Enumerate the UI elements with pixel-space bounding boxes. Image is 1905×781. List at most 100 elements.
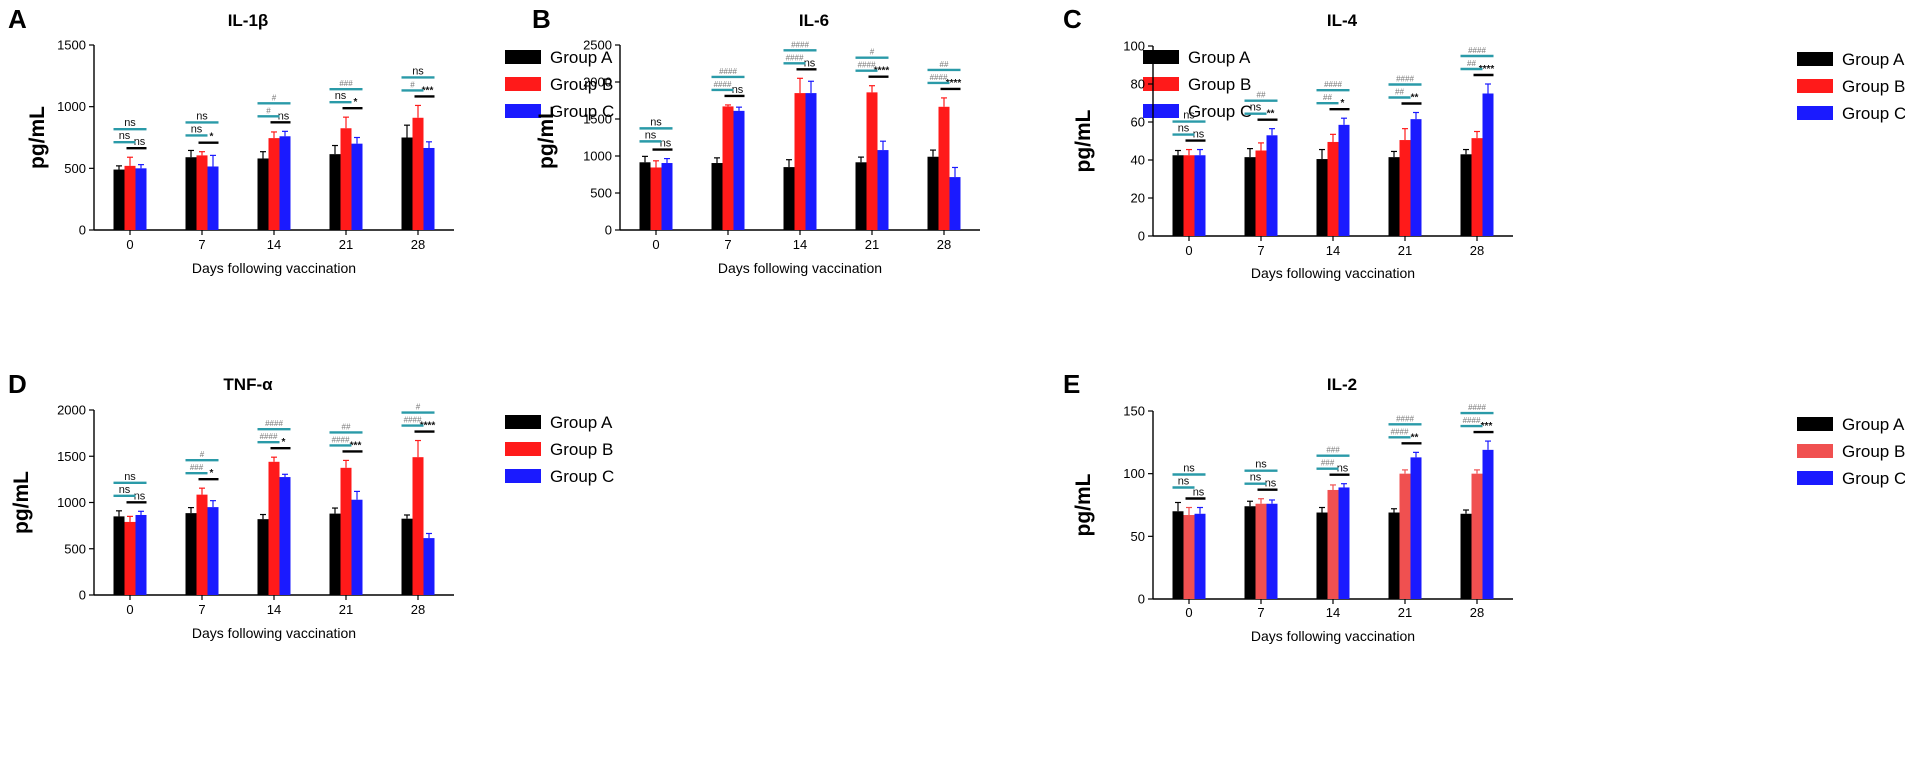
sig-label-b-vs-c: **: [1411, 432, 1419, 443]
y-tick-label: 40: [1131, 153, 1145, 168]
sig-label-a-vs-b: ns: [191, 123, 203, 135]
bar-group-c-day-28: [1482, 93, 1494, 236]
bar-group-a-day-0: [639, 162, 651, 230]
chart-title: IL-2: [1327, 375, 1357, 394]
sig-label-b-vs-c: ns: [732, 84, 744, 96]
legend-label: Group C: [550, 467, 614, 486]
x-tick-label: 21: [1398, 605, 1412, 620]
legend-label: Group C: [1842, 469, 1905, 488]
sig-label-a-vs-b: ns: [119, 130, 131, 142]
bar-group-b-day-21: [340, 467, 352, 595]
y-tick-label: 150: [1123, 404, 1145, 419]
bar-group-a-day-7: [1244, 506, 1256, 599]
x-tick-label: 28: [411, 237, 425, 252]
sig-label-a-vs-c: ns: [1255, 459, 1267, 471]
bar-group-a-day-28: [1460, 513, 1472, 599]
legend-label: Group A: [1842, 50, 1905, 69]
bar-group-a-day-28: [401, 518, 413, 595]
sig-label-b-vs-c: *: [282, 437, 286, 448]
bar-group-a-day-21: [1388, 512, 1400, 599]
bar-group-b-day-0: [124, 521, 136, 595]
legend-label: Group B: [550, 75, 613, 94]
x-tick-label: 0: [126, 237, 133, 252]
legend-swatch: [505, 50, 541, 64]
bar-group-c-day-21: [351, 143, 363, 230]
sig-label-a-vs-b: ###: [1321, 459, 1335, 468]
panel-letter: C: [1063, 4, 1082, 34]
legend-swatch: [505, 469, 541, 483]
y-axis-label: pg/mL: [1072, 473, 1095, 536]
sig-label-a-vs-b: ns: [1178, 123, 1190, 135]
x-tick-label: 0: [1185, 243, 1192, 258]
sig-label-b-vs-c: *: [210, 132, 214, 143]
bar-group-b-day-21: [866, 92, 878, 230]
x-tick-label: 21: [339, 237, 353, 252]
legend-label: Group C: [1188, 102, 1252, 121]
sig-label-a-vs-c: ns: [124, 117, 136, 129]
y-tick-label: 2500: [583, 38, 612, 53]
bar-group-a-day-28: [401, 137, 413, 230]
legend-label: Group A: [550, 48, 613, 67]
sig-label-a-vs-c: ####: [1468, 403, 1486, 412]
bar-group-c-day-0: [1194, 155, 1206, 236]
bar-group-a-day-21: [329, 154, 341, 230]
y-tick-label: 500: [64, 161, 86, 176]
legend-label: Group A: [550, 413, 613, 432]
sig-label-a-vs-c: ns: [124, 471, 136, 483]
sig-label-a-vs-b: ####: [332, 435, 350, 444]
sig-label-b-vs-c: ***: [1481, 421, 1493, 432]
bar-group-a-day-14: [257, 158, 269, 230]
sig-label-b-vs-c: ns: [134, 490, 146, 502]
x-tick-label: 21: [1398, 243, 1412, 258]
y-tick-label: 1000: [57, 99, 86, 114]
x-tick-label: 7: [1257, 243, 1264, 258]
bar-group-c-day-28: [1482, 449, 1494, 599]
x-tick-label: 14: [793, 237, 807, 252]
sig-label-a-vs-b: ####: [260, 432, 278, 441]
legend-swatch: [1797, 52, 1833, 66]
sig-label-a-vs-c: ###: [339, 79, 353, 88]
sig-label-a-vs-c: #: [870, 48, 875, 57]
bar-group-b-day-14: [794, 93, 806, 230]
legend-label: Group B: [1188, 75, 1251, 94]
bar-group-c-day-7: [1266, 135, 1278, 236]
bar-group-a-day-14: [1316, 159, 1328, 236]
legend-swatch: [1143, 77, 1179, 91]
sig-label-a-vs-b: ns: [335, 90, 347, 102]
y-tick-label: 500: [590, 186, 612, 201]
sig-label-a-vs-b: ###: [190, 463, 204, 472]
bar-group-b-day-14: [268, 138, 280, 230]
sig-label-b-vs-c: *: [1341, 98, 1345, 109]
x-tick-label: 14: [267, 602, 281, 617]
x-tick-label: 28: [937, 237, 951, 252]
legend-label: Group B: [1842, 442, 1905, 461]
sig-label-b-vs-c: ****: [1479, 64, 1495, 75]
legend-swatch: [1143, 104, 1179, 118]
panel-a: A IL-1β pg/mL 0 500 1000 1500 0 7 14 21 28 Days foll…: [8, 4, 614, 276]
y-tick-label: 60: [1131, 115, 1145, 130]
bar-group-a-day-0: [113, 516, 125, 595]
bar-group-a-day-0: [1172, 511, 1184, 599]
bar-group-c-day-21: [1410, 119, 1422, 236]
bar-group-c-day-21: [877, 150, 889, 230]
bar-group-c-day-0: [135, 168, 147, 230]
panel-c: C IL-4 pg/mL 0 20 40 60 80 100 0 7 14 21 28 Days follo…: [1063, 4, 1905, 281]
sig-label-a-vs-c: ns: [1183, 462, 1195, 474]
chart-title: IL-1β: [228, 11, 269, 30]
y-axis-label: pg/mL: [10, 471, 33, 534]
sig-label-a-vs-c: ##: [1257, 91, 1266, 100]
sig-label-a-vs-c: #: [200, 450, 205, 459]
sig-label-b-vs-c: ****: [946, 78, 962, 89]
sig-label-a-vs-c: ns: [412, 65, 424, 77]
sig-label-a-vs-b: ####: [1463, 416, 1481, 425]
bar-group-a-day-14: [783, 167, 795, 230]
sig-label-a-vs-c: ####: [1396, 75, 1414, 84]
y-tick-label: 1000: [583, 149, 612, 164]
y-tick-label: 2000: [57, 403, 86, 418]
legend-swatch: [1797, 417, 1833, 431]
x-tick-label: 14: [1326, 605, 1340, 620]
bar-group-b-day-14: [268, 461, 280, 595]
sig-label-a-vs-c: ####: [1396, 414, 1414, 423]
